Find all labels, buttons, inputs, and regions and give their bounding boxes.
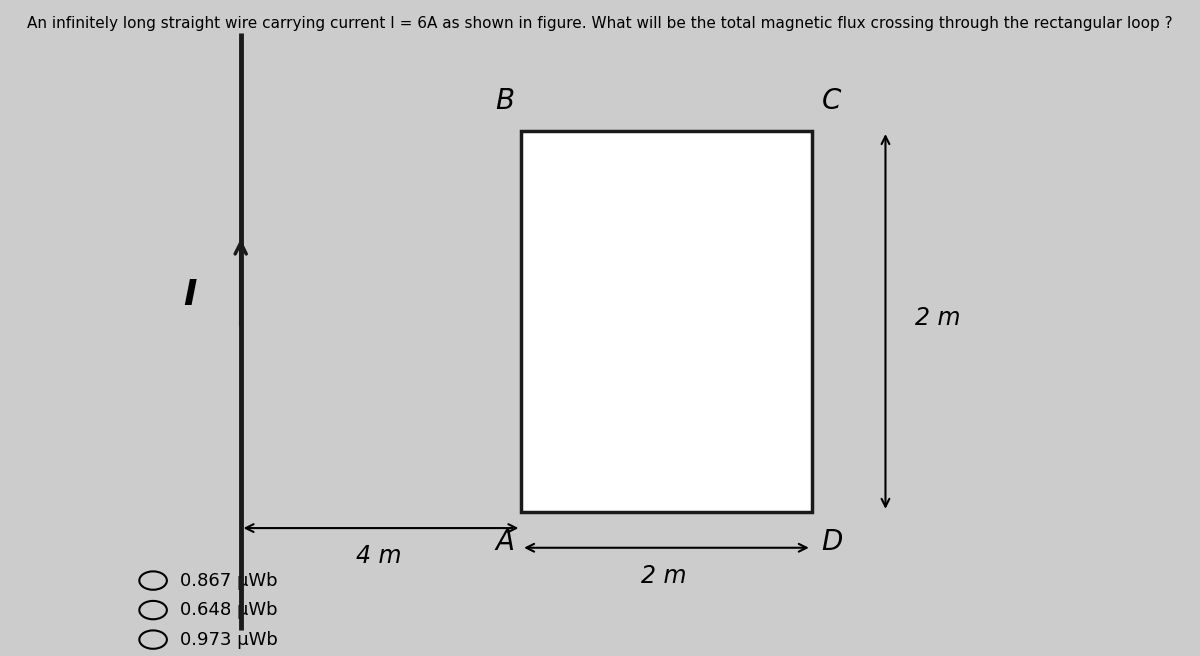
Text: 0.648 μWb: 0.648 μWb	[180, 601, 277, 619]
Text: 2 m: 2 m	[916, 306, 960, 330]
Text: An infinitely long straight wire carrying current I = 6A as shown in figure. Wha: An infinitely long straight wire carryin…	[28, 16, 1172, 31]
Text: 0.973 μWb: 0.973 μWb	[180, 630, 277, 649]
Text: 0.867 μWb: 0.867 μWb	[180, 571, 277, 590]
Text: 4 m: 4 m	[355, 544, 401, 569]
Text: I: I	[182, 278, 197, 312]
Text: D: D	[822, 528, 842, 556]
Text: 2 m: 2 m	[641, 564, 686, 588]
Text: A: A	[496, 528, 515, 556]
Bar	[521, 131, 811, 512]
Text: C: C	[822, 87, 841, 115]
Text: B: B	[496, 87, 515, 115]
